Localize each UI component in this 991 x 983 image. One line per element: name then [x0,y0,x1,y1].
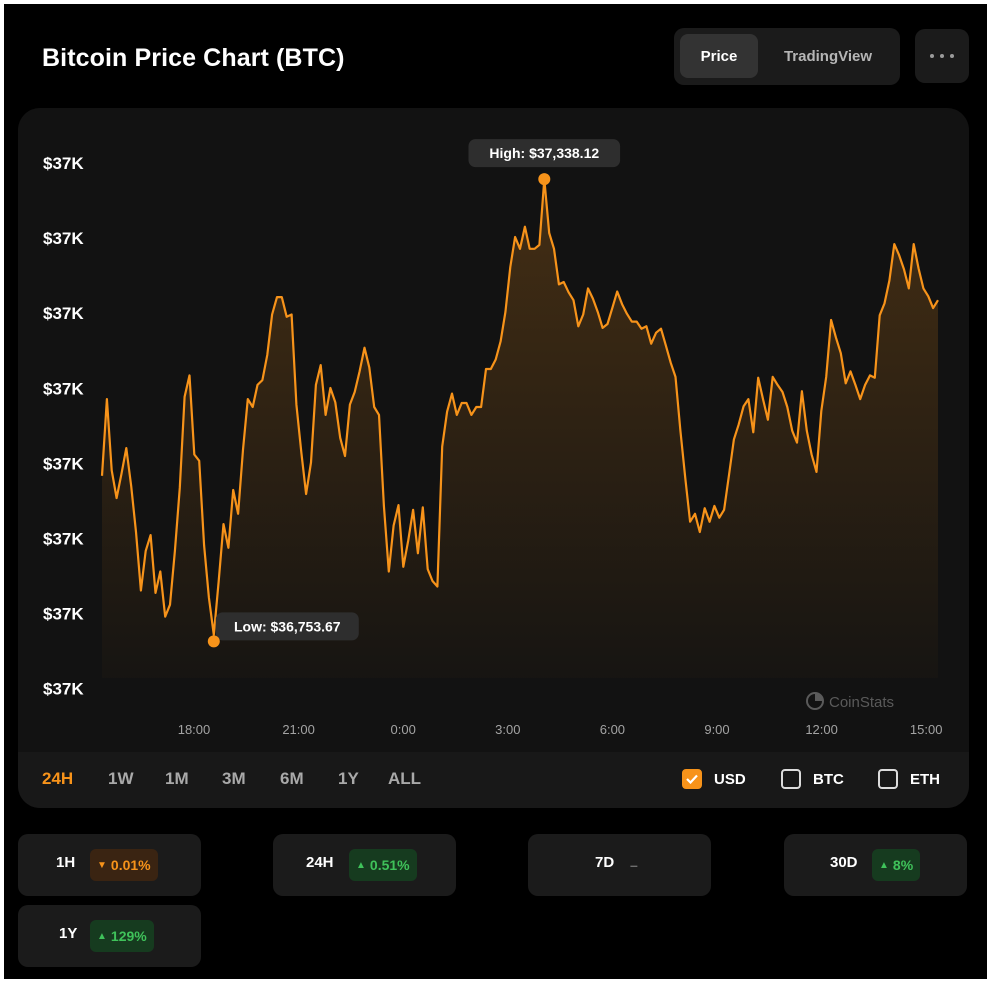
stat-period: 30D [830,854,858,871]
y-tick-label: $37K [43,154,84,173]
up-arrow-icon: ▲ [97,930,107,942]
high-label: High: $37,338.12 [489,145,599,161]
change-badge: – [623,849,645,881]
x-tick-label: 9:00 [704,722,729,737]
usd-label: USD [714,770,746,788]
usd-checkbox[interactable] [682,769,702,789]
currency-eth[interactable]: ETH [878,767,940,791]
y-tick-label: $37K [43,530,84,549]
change-value: 0.01% [110,857,151,873]
stat-card-24h: 24H ▲ 0.51% [273,834,456,896]
range-6m-button[interactable]: 6M [280,769,304,788]
x-axis: 18:00 21:00 0:00 3:00 6:00 9:00 12:00 15:00 [178,722,943,737]
low-annotation: Low: $36,753.67 [207,612,359,648]
high-annotation: High: $37,338.12 [468,139,621,186]
currency-usd[interactable]: USD [682,767,746,791]
low-marker [207,635,220,648]
ellipsis-icon [927,54,957,58]
chart-card: $37K $37K $37K $37K $37K $37K $37K $37K 18:00 21… [18,108,969,808]
change-value: 0.51% [369,857,410,873]
y-tick-label: $37K [43,680,84,699]
change-badge: ▲ 0.51% [349,849,417,881]
stat-card-1h: 1H ▼ 0.01% [18,834,201,896]
x-tick-label: 21:00 [282,722,315,737]
up-arrow-icon: ▲ [356,859,366,871]
x-tick-label: 15:00 [910,722,943,737]
stat-card-30d: 30D ▲ 8% [784,834,967,896]
eth-checkbox[interactable] [878,769,898,789]
view-toggle: Price TradingView [674,28,900,85]
range-1m-button[interactable]: 1M [165,769,189,788]
page-title: Bitcoin Price Chart (BTC) [42,44,345,72]
stat-card-7d: 7D – [528,834,711,896]
stat-period: 1H [56,854,76,871]
check-icon [686,774,698,784]
tab-tradingview[interactable]: TradingView [783,47,873,65]
change-value: 129% [110,928,147,944]
x-tick-label: 18:00 [178,722,211,737]
x-tick-label: 3:00 [495,722,520,737]
range-24h-button[interactable]: 24H [42,769,74,788]
price-chart[interactable]: $37K $37K $37K $37K $37K $37K $37K $37K 18:00 21… [18,108,969,752]
y-axis: $37K $37K $37K $37K $37K $37K $37K $37K [43,154,84,699]
stat-period: 7D [595,854,615,871]
y-tick-label: $37K [43,454,84,473]
up-arrow-icon: ▲ [879,859,889,871]
change-value: – [630,857,638,873]
price-area [102,179,938,678]
btc-checkbox[interactable] [781,769,801,789]
currency-btc[interactable]: BTC [781,767,844,791]
change-badge: ▼ 0.01% [90,849,158,881]
stat-card-1y: 1Y ▲ 129% [18,905,201,967]
change-badge: ▲ 129% [90,920,154,952]
coinstats-watermark: CoinStats [806,692,894,711]
x-tick-label: 12:00 [805,722,838,737]
down-arrow-icon: ▼ [97,859,107,871]
price-line [100,178,939,636]
y-tick-label: $37K [43,379,84,398]
chart-annotations: High: $37,338.12 Low: $36,753.67 [207,139,621,648]
high-marker [538,173,551,186]
btc-label: BTC [813,770,844,788]
tab-price[interactable]: Price [680,34,758,78]
eth-label: ETH [910,770,940,788]
y-tick-label: $37K [43,605,84,624]
x-tick-label: 0:00 [391,722,416,737]
range-bar: 24H 1W 1M 3M 6M 1Y ALL USD BTC ETH [18,752,969,808]
watermark-text: CoinStats [829,694,894,711]
range-all-button[interactable]: ALL [388,769,422,788]
more-button[interactable] [915,29,969,83]
low-label: Low: $36,753.67 [234,618,341,634]
app-frame: Bitcoin Price Chart (BTC) Price TradingV… [4,4,987,979]
range-3m-button[interactable]: 3M [222,769,246,788]
range-1y-button[interactable]: 1Y [338,769,359,788]
y-tick-label: $37K [43,229,84,248]
change-badge: ▲ 8% [872,849,921,881]
y-tick-label: $37K [43,304,84,323]
change-value: 8% [892,857,914,873]
x-tick-label: 6:00 [600,722,625,737]
range-1w-button[interactable]: 1W [108,769,134,788]
stat-period: 1Y [59,925,78,942]
stat-period: 24H [306,854,334,871]
